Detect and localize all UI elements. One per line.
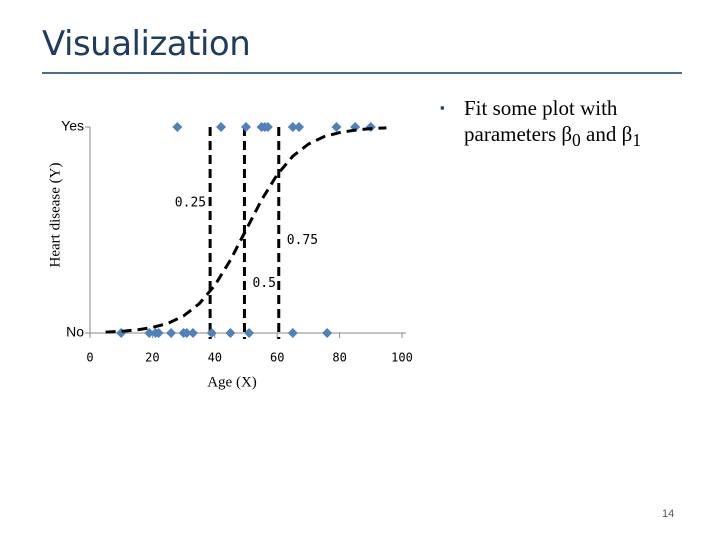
data-point: [287, 122, 298, 132]
data-point: [144, 328, 155, 338]
data-point: [262, 122, 273, 132]
bullet: ▪ Fit some plot with parameters β0 and β1: [440, 95, 704, 153]
threshold-label: 0.5: [252, 276, 275, 291]
data-point: [365, 122, 376, 132]
slide-title: Visualization: [42, 24, 251, 64]
data-point: [225, 328, 236, 338]
data-point: [244, 328, 255, 338]
bullet-text: and β: [580, 122, 633, 146]
y-tick-label: Yes: [61, 118, 84, 134]
bullet-subscript: 0: [572, 130, 581, 151]
bullet-subscript: 1: [632, 130, 642, 151]
data-point: [153, 328, 164, 338]
y-axis-label: Heart disease (Y): [47, 163, 63, 268]
data-point: [166, 328, 177, 338]
data-point: [322, 328, 333, 338]
x-tick-label: 20: [145, 351, 159, 365]
title-rule: [42, 72, 682, 74]
x-tick-label: 60: [270, 351, 284, 365]
data-point: [172, 122, 183, 132]
x-tick-label: 80: [332, 351, 346, 365]
threshold-label: 0.75: [287, 233, 318, 248]
data-point: [331, 122, 342, 132]
curve: [105, 126, 387, 334]
page-number: 14: [662, 508, 675, 520]
data-point: [287, 328, 298, 338]
data-point: [294, 122, 305, 132]
x-axis-label: Age (X): [207, 374, 257, 390]
data-point: [116, 328, 127, 338]
data-point: [216, 122, 227, 132]
bullet-text: Fit some plot with parameters β: [464, 96, 618, 146]
threshold-label: 0.25: [175, 196, 206, 211]
data-point: [187, 328, 198, 338]
x-tick-label: 0: [86, 351, 93, 365]
y-tick-label: No: [66, 324, 84, 340]
data-point: [181, 328, 192, 338]
bullet-mark: ▪: [440, 100, 445, 115]
x-tick-label: 40: [208, 351, 222, 365]
data-point: [241, 122, 251, 132]
data-point: [206, 328, 217, 338]
x-tick-label: 100: [391, 351, 413, 365]
